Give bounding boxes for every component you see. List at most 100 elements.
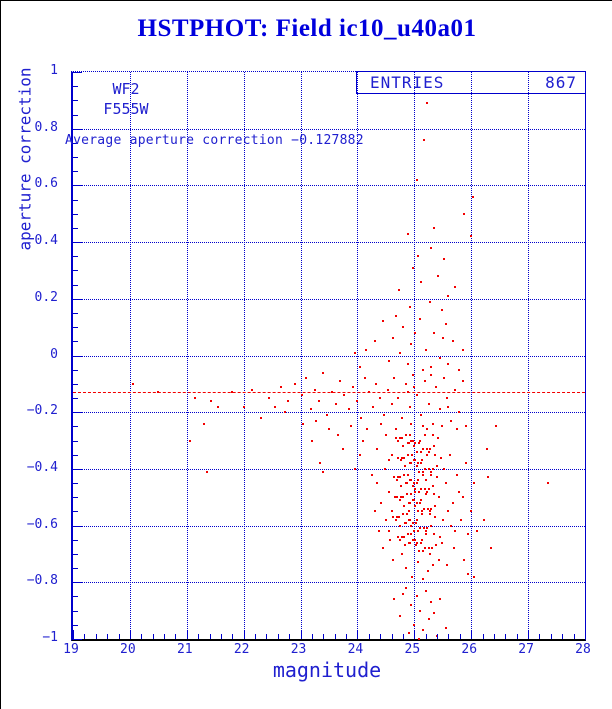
scatter-point [413, 445, 416, 448]
scatter-point [430, 374, 433, 377]
y-major-tick [73, 185, 82, 187]
y-minor-tick [73, 398, 78, 400]
scatter-point [419, 541, 422, 544]
scatter-point [413, 530, 416, 533]
scatter-point [430, 365, 433, 368]
scatter-point [397, 476, 400, 479]
x-tick-label: 27 [518, 642, 534, 657]
scatter-point [423, 433, 426, 436]
scatter-point [416, 518, 419, 521]
scatter-point [412, 538, 415, 541]
scatter-point [423, 380, 426, 382]
scatter-point [433, 226, 436, 229]
scatter-point [407, 518, 410, 521]
scatter-point [447, 510, 450, 513]
scatter-point [438, 496, 441, 499]
scatter-point [202, 422, 205, 425]
scatter-point [384, 433, 387, 436]
page-title: HSTPHOT: Field ic10_u40a01 [137, 15, 477, 42]
scatter-point [412, 459, 415, 462]
horizontal-gridline [73, 412, 585, 414]
y-major-tick [73, 639, 82, 640]
scatter-point [425, 453, 428, 456]
scatter-point [370, 473, 373, 476]
scatter-point [442, 258, 445, 261]
scatter-point [403, 544, 406, 547]
scatter-point [356, 399, 359, 402]
scatter-point [403, 504, 406, 507]
scatter-point [440, 309, 443, 312]
x-minor-tick [209, 634, 211, 639]
x-minor-tick [516, 634, 518, 639]
scatter-point [364, 348, 367, 351]
scatter-point [419, 609, 422, 612]
scatter-point [423, 547, 426, 550]
horizontal-gridline [73, 582, 585, 584]
scatter-point [359, 453, 362, 456]
x-minor-tick [346, 634, 348, 639]
scatter-point [434, 516, 437, 519]
x-major-tick [186, 630, 188, 639]
y-minor-tick [73, 383, 78, 385]
scatter-point [404, 382, 407, 385]
scatter-point [404, 465, 407, 468]
x-minor-tick [562, 634, 564, 639]
x-major-tick [585, 630, 586, 639]
scatter-point [417, 442, 420, 445]
scatter-point [287, 399, 290, 402]
scatter-point [397, 456, 400, 459]
scatter-point [411, 521, 414, 524]
x-major-tick [414, 630, 416, 639]
scatter-point [410, 343, 413, 346]
scatter-point [410, 603, 413, 606]
filter-label: F555W [103, 100, 149, 118]
scatter-point [302, 422, 305, 425]
y-minor-tick [73, 511, 78, 513]
scatter-point [399, 351, 402, 354]
scatter-point [490, 547, 493, 550]
y-tick-label: −0.2 [26, 403, 58, 419]
scatter-point [132, 382, 135, 385]
x-minor-tick [266, 634, 268, 639]
scatter-point [411, 484, 414, 487]
scatter-point [495, 425, 498, 428]
scatter-point [417, 479, 420, 482]
scatter-point [393, 496, 396, 499]
scatter-point [405, 493, 408, 496]
x-minor-tick [334, 634, 336, 639]
scatter-point [390, 510, 393, 513]
scatter-point [390, 453, 393, 456]
scatter-point [387, 459, 390, 462]
scatter-point [393, 377, 396, 380]
scatter-point [411, 266, 414, 269]
scatter-point [406, 232, 409, 235]
scatter-point [454, 286, 457, 289]
scatter-point [435, 465, 438, 468]
x-tick-label: 19 [63, 642, 79, 657]
scatter-point [428, 467, 431, 470]
scatter-point [421, 425, 424, 428]
y-minor-tick [73, 256, 78, 258]
x-minor-tick [107, 634, 109, 639]
x-minor-tick [402, 634, 404, 639]
x-tick-label: 28 [575, 642, 591, 657]
scatter-point [444, 482, 447, 485]
x-minor-tick [425, 634, 427, 639]
scatter-point [393, 598, 396, 601]
x-minor-tick [255, 634, 257, 639]
scatter-point [547, 482, 550, 485]
entries-box: ENTRIES 867 [356, 71, 586, 94]
x-minor-tick [539, 634, 541, 639]
scatter-point [410, 533, 413, 536]
x-tick-label: 26 [461, 642, 478, 657]
y-minor-tick [73, 610, 78, 612]
scatter-point [456, 428, 458, 431]
scatter-point [403, 521, 406, 524]
scatter-point [463, 558, 466, 561]
scatter-point [427, 618, 430, 621]
scatter-point [382, 320, 385, 323]
scatter-point [397, 439, 400, 442]
scatter-point [430, 507, 433, 510]
scatter-point [400, 496, 403, 499]
scatter-point [420, 538, 423, 541]
